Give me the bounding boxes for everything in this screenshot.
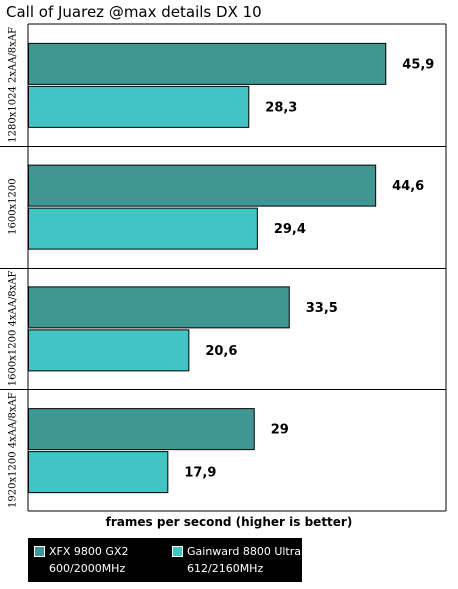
legend-item-series-2: Gainward 8800 Ultra 612/2160MHz (168, 543, 303, 579)
legend: XFX 9800 GX2 600/2000MHz Gainward 8800 U… (28, 538, 302, 582)
category-label: 1600x1200 (8, 178, 19, 235)
category-label: 1920x1200 4xAA/8xAF (8, 392, 19, 508)
legend-sublabel-series-1: 600/2000MHz (49, 562, 126, 575)
bar (28, 329, 190, 372)
plot-area: 45,9 28,3 1280x1024 2xAA/8xAF 44,6 29,4 1600x… (0, 23, 447, 512)
category-label: 1600x1200 4xAA/8xAF (8, 270, 19, 386)
bar (28, 164, 377, 207)
bar (28, 286, 290, 329)
legend-item-series-1: XFX 9800 GX2 600/2000MHz (30, 543, 165, 579)
category-label: 1280x1024 2xAA/8xAF (8, 27, 19, 143)
bar (28, 42, 387, 85)
legend-swatch-series-1 (34, 546, 45, 557)
data-label: 17,9 (184, 466, 216, 481)
data-label: 20,6 (205, 344, 237, 359)
legend-swatch-series-2 (172, 546, 183, 557)
legend-label-series-2: Gainward 8800 Ultra (187, 545, 302, 558)
data-label: 29,4 (274, 222, 306, 237)
data-label: 44,6 (392, 179, 424, 194)
bar (28, 451, 169, 494)
bar (28, 408, 255, 451)
data-label: 33,5 (306, 301, 338, 316)
data-label: 28,3 (265, 100, 297, 115)
bar (28, 85, 250, 128)
data-label: 45,9 (402, 57, 434, 72)
x-axis-label: frames per second (higher is better) (105, 515, 353, 529)
bar (28, 207, 258, 250)
legend-sublabel-series-2: 612/2160MHz (187, 562, 264, 575)
data-label: 29 (271, 423, 289, 438)
legend-label-series-1: XFX 9800 GX2 (49, 545, 129, 558)
chart-title: Call of Juarez @max details DX 10 (6, 3, 262, 21)
